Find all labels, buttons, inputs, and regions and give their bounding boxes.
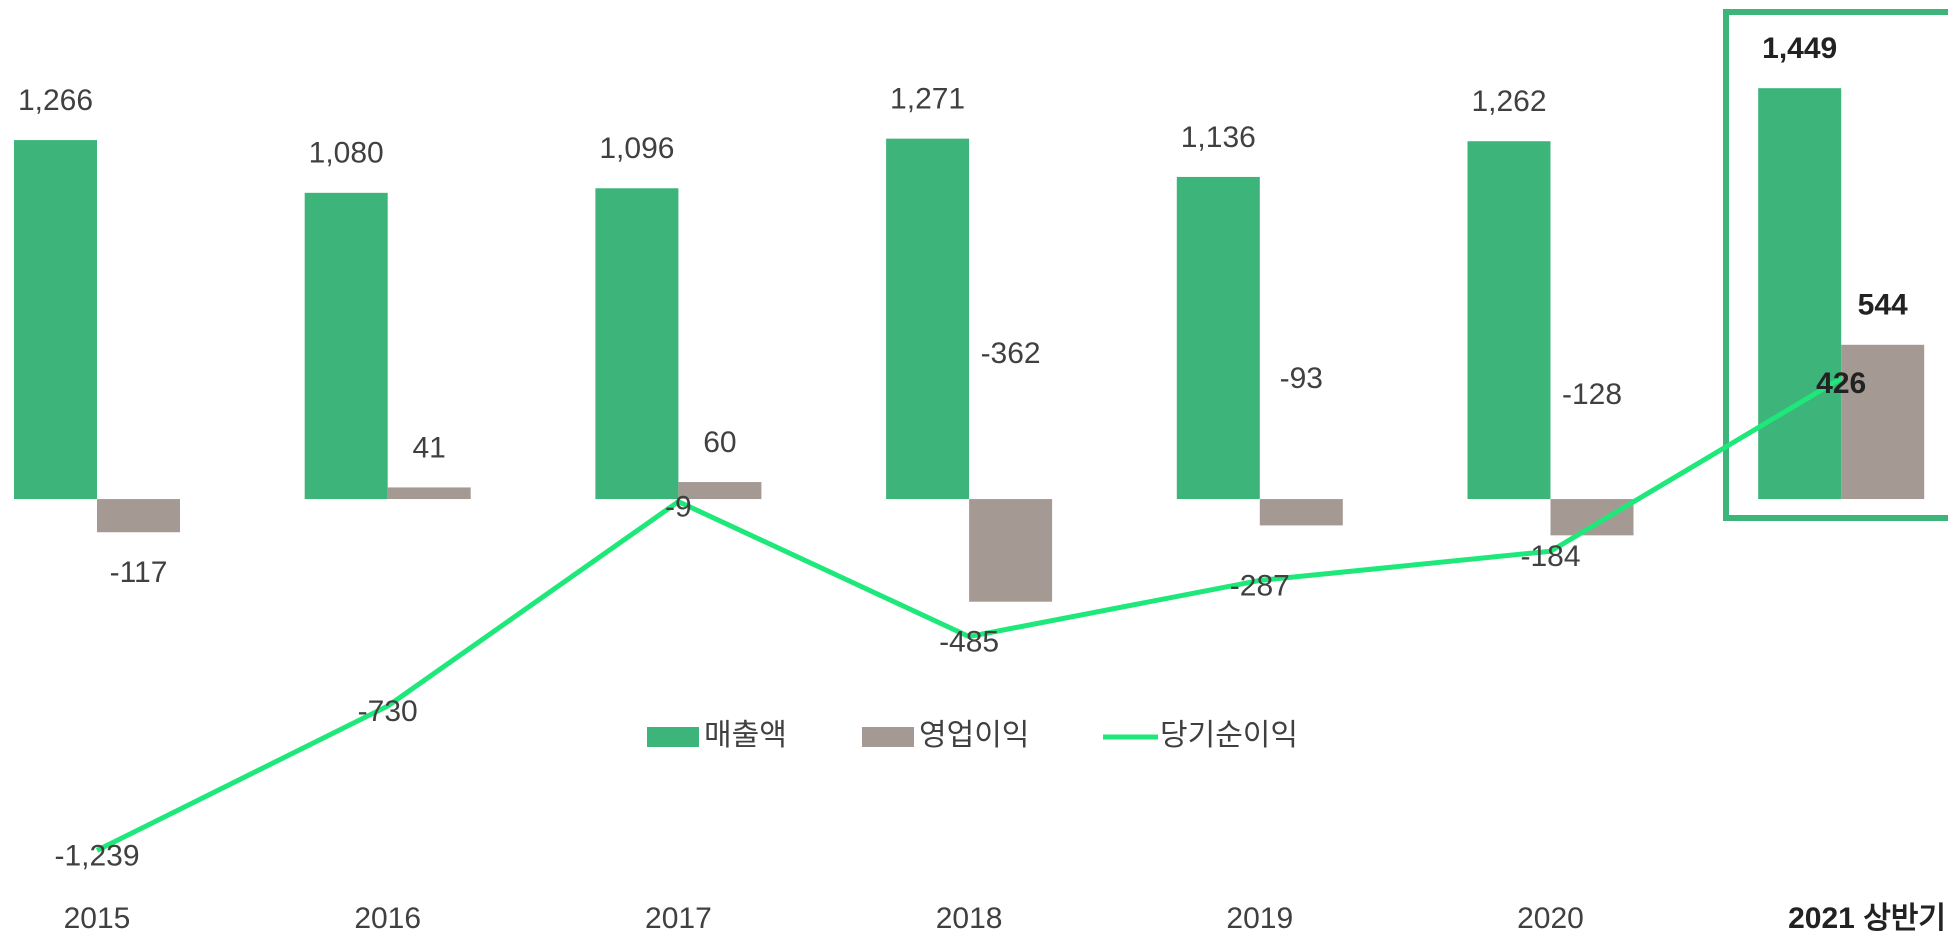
line-label: -1,239 bbox=[54, 839, 139, 872]
data-label: 1,271 bbox=[890, 83, 965, 116]
line-label: -730 bbox=[358, 695, 418, 728]
data-label: -117 bbox=[110, 556, 168, 589]
bar bbox=[1176, 176, 1260, 500]
data-label: -362 bbox=[981, 337, 1041, 370]
bar bbox=[1467, 141, 1551, 500]
line-label: -9 bbox=[665, 491, 692, 524]
legend-label: 당기순이익 bbox=[1160, 719, 1298, 752]
bar bbox=[14, 140, 97, 500]
line-label: -184 bbox=[1520, 540, 1580, 573]
data-label: 41 bbox=[413, 431, 446, 464]
bar bbox=[1758, 88, 1842, 500]
data-label: 1,449 bbox=[1762, 32, 1837, 65]
data-label: -128 bbox=[1562, 378, 1622, 411]
bar bbox=[678, 482, 762, 500]
x-tick-label: 2015 bbox=[64, 902, 131, 935]
bar bbox=[387, 487, 471, 500]
bar bbox=[595, 188, 679, 500]
data-label: 1,136 bbox=[1181, 121, 1256, 154]
data-label: 1,262 bbox=[1471, 85, 1546, 118]
x-tick-label: 2017 bbox=[645, 902, 712, 935]
x-tick-label: 2021 상반기 bbox=[1788, 902, 1946, 935]
bar bbox=[1550, 499, 1634, 536]
x-tick-label: 2020 bbox=[1517, 902, 1584, 935]
bar bbox=[886, 138, 970, 500]
x-tick-label: 2019 bbox=[1226, 902, 1293, 935]
data-label: -93 bbox=[1280, 362, 1323, 395]
legend-swatch bbox=[647, 727, 699, 747]
x-tick-label: 2018 bbox=[936, 902, 1003, 935]
line-label: 426 bbox=[1816, 367, 1866, 400]
legend-swatch bbox=[862, 727, 914, 747]
highlight-box bbox=[1723, 9, 1948, 521]
data-label: 1,080 bbox=[309, 137, 384, 170]
bar bbox=[97, 499, 180, 533]
bar bbox=[1841, 344, 1925, 500]
legend-label: 영업이익 bbox=[919, 719, 1029, 752]
data-label: 1,096 bbox=[599, 132, 674, 165]
line bbox=[95, 376, 1843, 853]
bar bbox=[969, 499, 1053, 602]
data-label: 1,266 bbox=[18, 84, 93, 117]
data-label: 60 bbox=[703, 426, 736, 459]
line-label: -287 bbox=[1230, 569, 1290, 602]
bar bbox=[1259, 499, 1343, 526]
line-label: -485 bbox=[939, 626, 999, 659]
bar bbox=[304, 192, 388, 500]
x-tick-label: 2016 bbox=[354, 902, 421, 935]
legend-label: 매출액 bbox=[704, 719, 787, 752]
data-label: 544 bbox=[1858, 289, 1908, 322]
